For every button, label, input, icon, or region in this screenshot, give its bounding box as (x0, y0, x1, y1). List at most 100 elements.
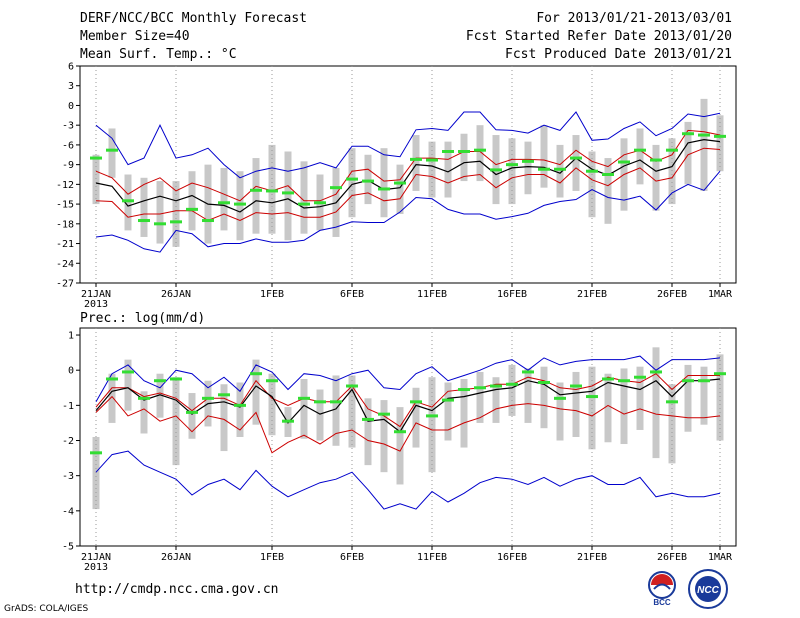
ncc-logo: NCC (688, 569, 728, 609)
temp-box (668, 138, 676, 205)
temp-x-tick-label: 1FEB (260, 289, 284, 300)
prec-box (412, 387, 420, 448)
temp-box (444, 141, 452, 198)
temp-box (396, 164, 404, 214)
temp-y-tick-label: 6 (68, 62, 74, 73)
chart-title: DERF/NCC/BCC Monthly Forecast (80, 11, 307, 26)
temp-y-tick-label: 3 (68, 81, 74, 92)
temp-box (524, 141, 532, 195)
prec-box (220, 384, 228, 452)
prec-min-line (95, 355, 721, 403)
prec-box (364, 398, 372, 466)
temp-box (380, 148, 388, 218)
prec-y-tick-label: 0 (68, 366, 74, 377)
prec-box (332, 375, 340, 446)
temp-x-tick-label: 6FEB (340, 289, 364, 300)
temp-box (636, 128, 644, 185)
prec-box (508, 364, 516, 416)
prec-box (252, 359, 260, 425)
temp-y-tick-label: -18 (56, 219, 74, 230)
prec-box (668, 384, 676, 464)
prec-y-tick-label: -4 (62, 506, 74, 517)
forecast-started-label: Fcst Started Refer Date 2013/01/20 (465, 29, 732, 44)
prec-mean-line (95, 378, 721, 433)
temp-box (716, 115, 724, 172)
prec-y-tick-label: -2 (62, 436, 74, 447)
prec-box (124, 359, 132, 411)
temp-x-tick-label: 1MAR (708, 289, 733, 300)
ncc-logo-text: NCC (697, 585, 719, 596)
prec-panel (76, 327, 737, 550)
temp-spread-upper-line (95, 129, 721, 202)
temp-box (412, 135, 420, 191)
temp-mean-line (95, 138, 721, 213)
temp-box (300, 161, 308, 234)
temp-x-tick-label: 11FEB (417, 289, 447, 300)
temp-box (684, 121, 692, 185)
temp-box (140, 177, 148, 237)
website-link[interactable]: http://cmdp.ncc.cma.gov.cn (75, 582, 279, 597)
prec-x-tick-label: 1FEB (260, 552, 284, 563)
temp-box (652, 144, 660, 211)
temp-box (428, 141, 436, 198)
bcc-logo-text: BCC (653, 598, 671, 607)
prec-box (380, 400, 388, 473)
temp-box (556, 144, 564, 198)
prec-box (444, 382, 452, 441)
temp-y-tick-label: -15 (56, 200, 74, 211)
grads-credit: GrADS: COLA/IGES (4, 604, 89, 614)
prec-box (460, 378, 468, 448)
prec-box (700, 366, 708, 425)
temp-box (700, 98, 708, 191)
temp-box (364, 154, 372, 205)
temp-box (236, 171, 244, 241)
prec-y-tick-label: -1 (62, 401, 74, 412)
temp-y-tick-label: 0 (68, 101, 74, 112)
temp-max-line (95, 170, 721, 253)
prec-box (588, 366, 596, 450)
prec-y-tick-label: 1 (68, 331, 74, 342)
variable-label: Mean Surf. Temp.: °C (80, 47, 237, 62)
prec-box (572, 371, 580, 437)
temp-x-tick-label: 26FEB (657, 289, 687, 300)
prec-box (620, 368, 628, 445)
bcc-logo: BCC (648, 571, 676, 607)
prec-box (236, 382, 244, 437)
prec-y-tick-label: -5 (62, 542, 74, 553)
temp-y-tick-label: -6 (62, 140, 74, 151)
temp-box (252, 158, 260, 234)
prec-box (684, 364, 692, 432)
temp-box (156, 181, 164, 244)
temp-y-tick-label: -3 (62, 121, 74, 132)
prec-box (636, 366, 644, 430)
prec-x-tick-label: 21FEB (577, 552, 607, 563)
prec-box (140, 391, 148, 434)
temp-y-tick-label: -24 (56, 259, 74, 270)
temp-min-line (95, 111, 721, 179)
prec-x-tick-label: 16FEB (497, 552, 527, 563)
prec-max-line (95, 450, 721, 510)
temp-y-tick-label: -12 (56, 180, 74, 191)
temp-box (588, 151, 596, 218)
prec-box (92, 437, 100, 510)
temp-box (460, 133, 468, 182)
prec-x-tick-label: 11FEB (417, 552, 447, 563)
prec-x-tick-label: 21JAN (81, 552, 111, 563)
prec-box (396, 407, 404, 485)
prec-box (108, 373, 116, 423)
prec-box (604, 373, 612, 443)
prec-box (556, 382, 564, 441)
prec-box (540, 366, 548, 429)
prec-title: Prec.: log(mm/d) (80, 311, 205, 326)
temp-y-tick-label: -21 (56, 239, 74, 250)
prec-box (716, 354, 724, 441)
temp-year-label: 2013 (84, 299, 108, 310)
prec-x-tick-label: 26JAN (161, 552, 191, 563)
prec-box (172, 377, 180, 466)
temp-box (572, 135, 580, 191)
prec-x-tick-label: 6FEB (340, 552, 364, 563)
prec-y-tick-label: -3 (62, 471, 74, 482)
prec-x-tick-label: 26FEB (657, 552, 687, 563)
prec-box (652, 347, 660, 459)
temp-box (540, 125, 548, 188)
